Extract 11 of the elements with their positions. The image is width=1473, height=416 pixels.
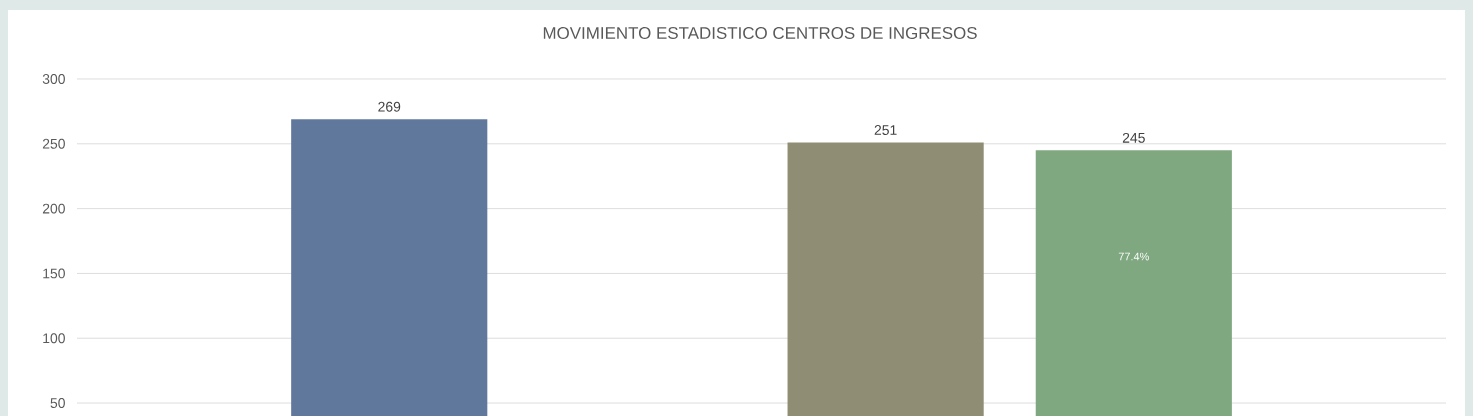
data-label: 269	[378, 101, 401, 112]
y-tick-label: 300	[42, 74, 65, 84]
data-label: 251	[874, 125, 897, 135]
y-tick-label: 100	[43, 333, 65, 344]
annotation: 77.4%	[1118, 252, 1149, 261]
data-label: 245	[1122, 132, 1145, 143]
chart-title: MOVIMIENTO ESTADISTICO CENTROS DE INGRESOS	[543, 27, 977, 39]
y-tick-label: 50	[50, 398, 65, 408]
y-tick-label: 250	[42, 138, 65, 149]
y-tick-label: 200	[42, 203, 65, 214]
y-tick-label: 150	[43, 268, 65, 279]
